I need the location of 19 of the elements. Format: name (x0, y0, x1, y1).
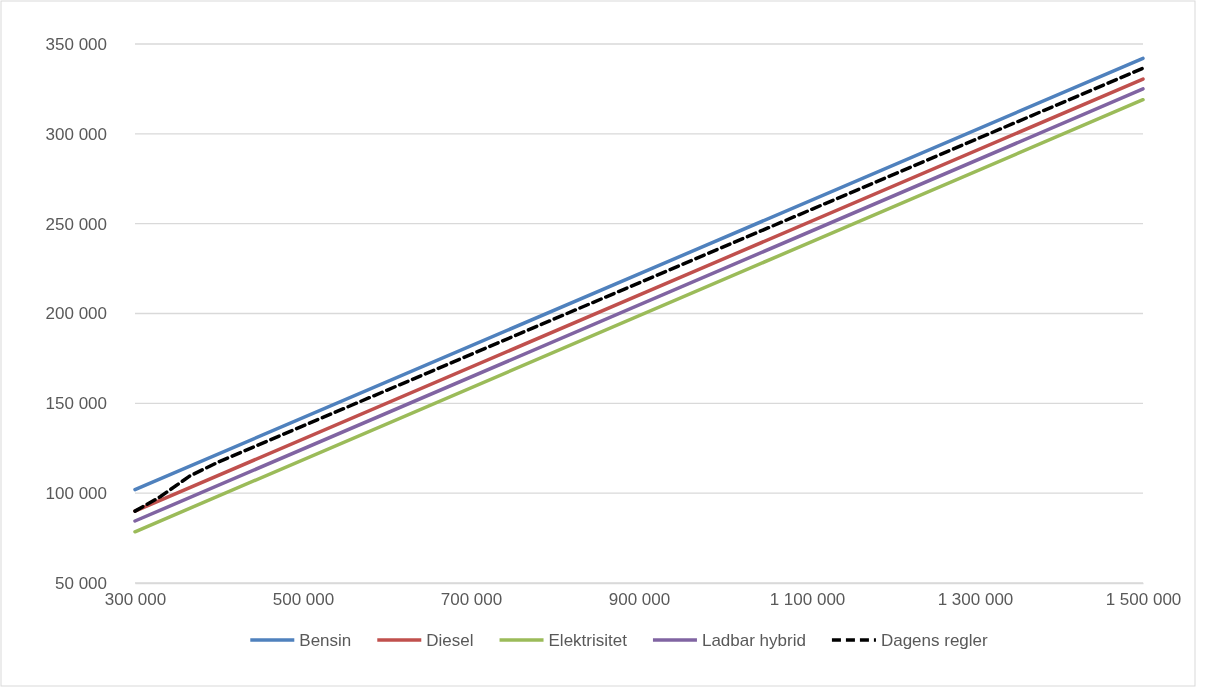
legend-label: Ladbar hybrid (701, 631, 806, 650)
x-tick-label: 900 000 (608, 590, 671, 610)
y-tick-label: 200 000 (45, 304, 107, 324)
x-tick-label: 300 000 (104, 590, 167, 610)
y-tick-label: 350 000 (45, 34, 107, 54)
y-tick-label: 250 000 (45, 214, 107, 234)
legend-label: Diesel (426, 631, 474, 650)
y-tick-label: 150 000 (45, 394, 107, 414)
x-tick-label: 500 000 (272, 590, 335, 610)
legend-label: Dagens regler (880, 631, 989, 650)
x-tick-label: 1 500 000 (1105, 590, 1182, 610)
x-tick-label: 1 300 000 (937, 590, 1014, 610)
y-tick-label: 300 000 (45, 124, 107, 144)
y-tick-label: 50 000 (55, 573, 107, 593)
x-tick-label: 700 000 (440, 590, 503, 610)
legend-label: Elektrisitet (548, 631, 628, 650)
legend-label: Bensin (299, 631, 352, 650)
x-tick-label: 1 100 000 (769, 590, 846, 610)
y-tick-label: 100 000 (45, 484, 107, 504)
